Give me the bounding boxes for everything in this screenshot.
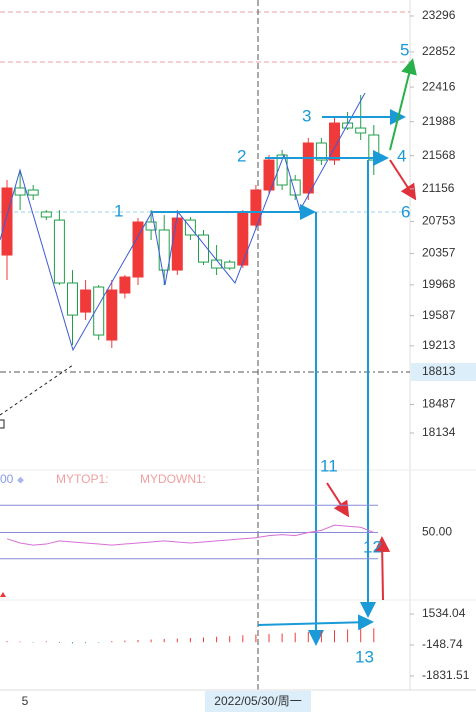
annotation: 13 bbox=[355, 647, 374, 666]
candle-body bbox=[224, 261, 236, 269]
indicator-label: MYTOP1: bbox=[56, 472, 108, 486]
candle-body bbox=[342, 122, 354, 129]
y-tick-label: -148.74 bbox=[422, 637, 463, 651]
y-tick-label: 22852 bbox=[422, 44, 456, 58]
y-tick-label: 21988 bbox=[422, 114, 456, 128]
candle-body bbox=[93, 286, 105, 336]
y-tick-label: 50.00 bbox=[422, 525, 452, 539]
candle-body bbox=[119, 276, 131, 294]
annotation: 4 bbox=[397, 146, 406, 165]
indicator-dot: ◆ bbox=[17, 474, 24, 484]
y-tick-label: 20357 bbox=[422, 246, 456, 260]
y-tick-label: 18487 bbox=[422, 397, 456, 411]
y-tick-label: 21568 bbox=[422, 148, 456, 162]
candle-body bbox=[1, 187, 13, 256]
annotation: 2 bbox=[237, 146, 246, 165]
y-tick-label: 20753 bbox=[422, 214, 456, 228]
candle-body bbox=[329, 122, 340, 161]
annotation: 12 bbox=[363, 537, 382, 556]
marker bbox=[0, 419, 5, 429]
candle-body bbox=[171, 217, 183, 271]
crosshair-date-bg bbox=[205, 691, 311, 712]
indicator-line bbox=[6, 524, 374, 546]
candle-body bbox=[302, 142, 314, 194]
indicator-label: MYDOWN1: bbox=[140, 472, 206, 486]
candle-body bbox=[250, 189, 262, 226]
arrow bbox=[389, 159, 417, 201]
y-tick-label: 22416 bbox=[422, 79, 456, 93]
arrow bbox=[326, 482, 350, 518]
y-tick-label: -1831.51 bbox=[422, 668, 470, 682]
candle-body bbox=[106, 289, 118, 341]
marker bbox=[0, 592, 6, 597]
y-tick-label: 23296 bbox=[422, 8, 456, 22]
crosshair-price: 18813 bbox=[422, 364, 456, 378]
candle-body bbox=[27, 189, 39, 196]
arrow bbox=[374, 536, 391, 601]
annotation: 1 bbox=[114, 201, 123, 220]
candle-body bbox=[158, 229, 170, 271]
indicator-label: 00 bbox=[0, 472, 14, 486]
candle-body bbox=[14, 187, 26, 196]
candle-body bbox=[237, 211, 249, 266]
candle-body bbox=[276, 154, 288, 186]
candle-body bbox=[80, 289, 92, 313]
dashed-trend bbox=[0, 364, 74, 416]
candle-body bbox=[315, 142, 327, 161]
candle-body bbox=[40, 211, 52, 218]
y-tick-label: 19213 bbox=[422, 338, 456, 352]
annotation: 5 bbox=[400, 40, 409, 59]
candle-body bbox=[368, 134, 380, 161]
y-tick-label: 1534.04 bbox=[422, 606, 466, 620]
y-tick-label: 19587 bbox=[422, 308, 456, 322]
y-tick-label: 21156 bbox=[422, 181, 455, 195]
candle-body bbox=[198, 234, 209, 263]
x-tick-label: 5 bbox=[22, 694, 29, 708]
candle-body bbox=[132, 221, 144, 278]
arrow bbox=[389, 58, 417, 151]
y-tick-label: 19968 bbox=[422, 277, 456, 291]
annotation: 3 bbox=[302, 106, 311, 125]
candle-body bbox=[145, 221, 157, 231]
candle-body bbox=[53, 219, 65, 284]
annotation: 11 bbox=[320, 456, 338, 475]
crosshair-date: 2022/05/30/周一 bbox=[214, 694, 301, 708]
candle-body bbox=[355, 127, 367, 134]
crosshair-label-bg bbox=[411, 363, 476, 381]
y-tick-label: 18134 bbox=[422, 425, 456, 439]
arrow bbox=[257, 614, 374, 631]
candle-body bbox=[263, 159, 275, 191]
annotation: 6 bbox=[401, 202, 410, 221]
zigzag bbox=[0, 92, 366, 352]
candle-body bbox=[67, 282, 78, 316]
